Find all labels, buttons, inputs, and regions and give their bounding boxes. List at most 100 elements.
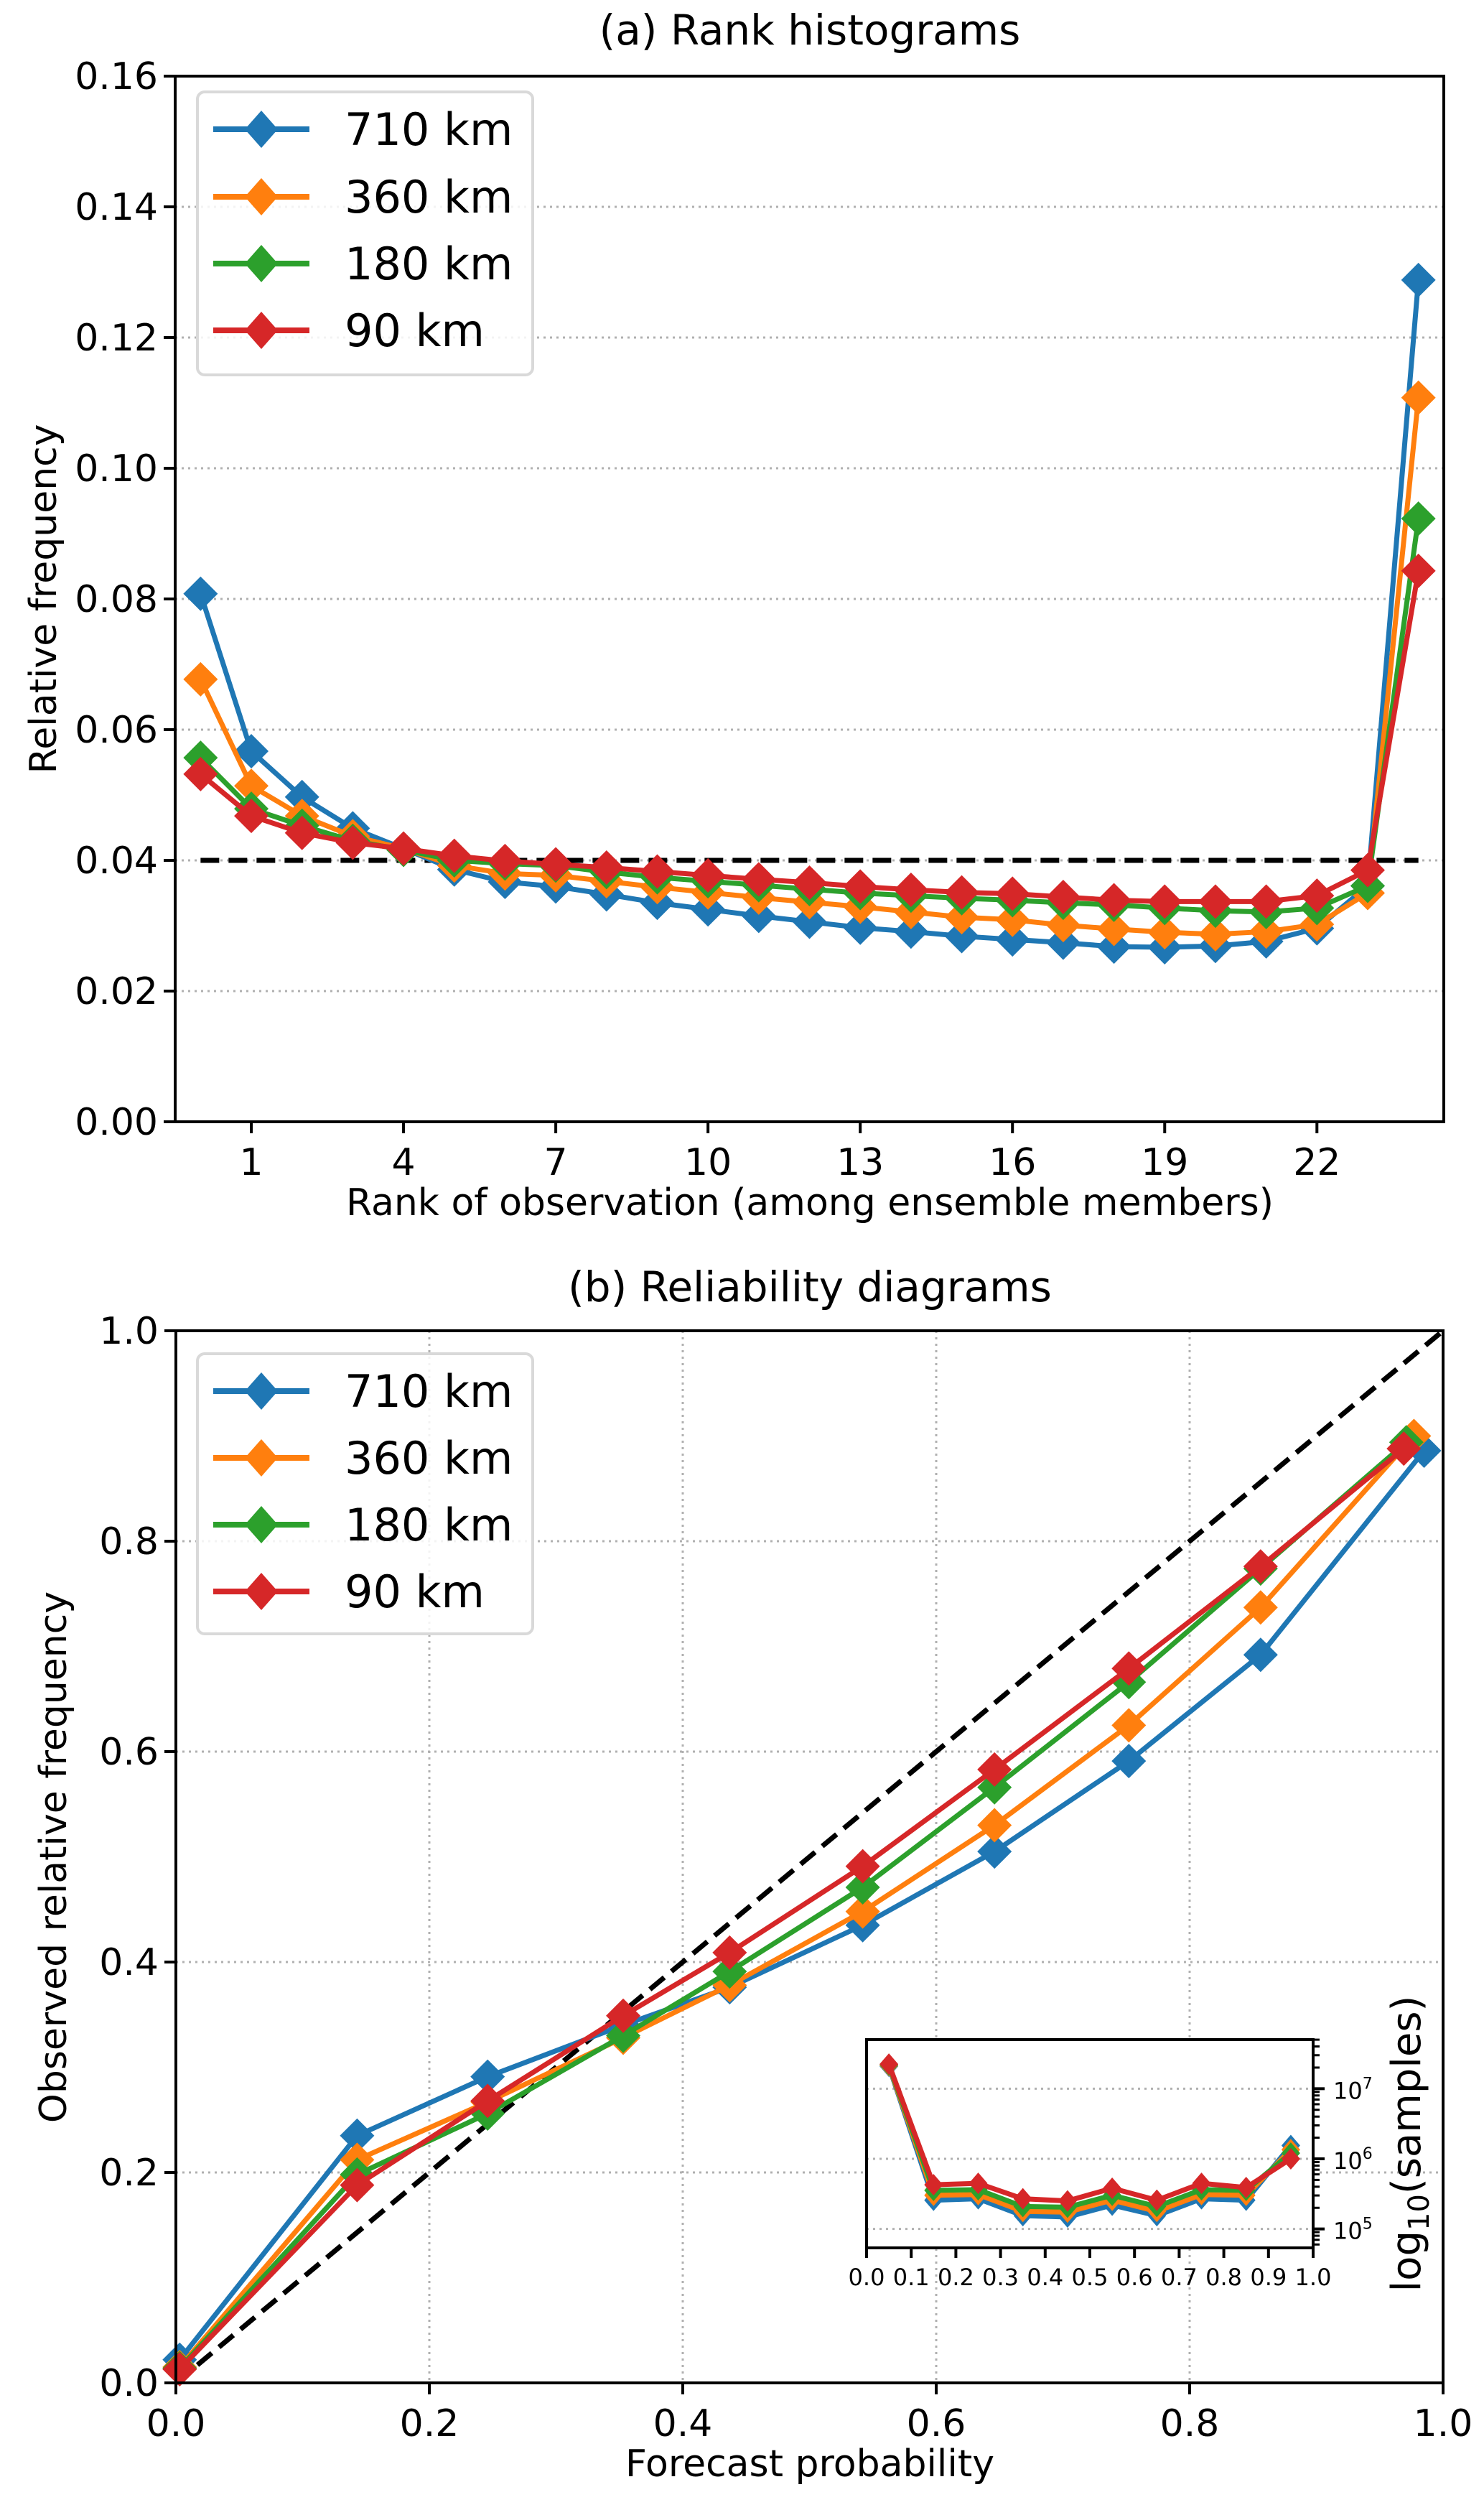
inset-x-tick-label: 0.5 [1072, 2264, 1109, 2291]
rank-legend-item-710-km: 710 km [213, 103, 513, 156]
rank-marker [1198, 884, 1233, 919]
rank-legend: 710 km 360 km 180 km 90 km [196, 90, 534, 376]
inset-x-tick-label: 0.4 [1027, 2264, 1063, 2291]
rank-y-tick-label: 0.16 [75, 55, 158, 98]
diamond-marker-icon [245, 312, 278, 349]
reliability-x-tick-label: 0.2 [400, 2402, 459, 2445]
rank-marker [1096, 911, 1131, 947]
rank-marker [234, 799, 269, 834]
legend-label: 180 km [345, 1499, 513, 1551]
reliability-line-360-km [177, 1434, 1417, 2369]
reliability-y-ticks: 0.0 0.2 0.4 0.6 0.8 1.0 [99, 1310, 176, 2405]
reliability-marker [162, 2351, 197, 2386]
inset-line-710-km [886, 2065, 1293, 2220]
rank-y-tick-label: 0.12 [75, 317, 158, 360]
rank-marker [335, 825, 370, 860]
reliability-axes-frame [174, 1329, 1445, 2384]
reliability-x-axis-label: Forecast probability [625, 2442, 994, 2486]
inset-y-tick-exponent: 6 [1363, 2145, 1373, 2163]
inset-y-tick-label: 105 [1333, 2216, 1373, 2245]
reliability-marker [712, 1935, 747, 1970]
legend-label: 90 km [345, 1566, 485, 1618]
inset-y-tick-exponent: 7 [1363, 2075, 1373, 2093]
inset-marker [969, 2172, 988, 2195]
reliability-legend-item-180-km: 180 km [213, 1499, 513, 1551]
rank-marker [691, 857, 726, 893]
rank-marker [995, 922, 1030, 957]
rank-marker [234, 768, 269, 804]
rank-marker [944, 919, 979, 954]
rank-x-tick-label: 4 [392, 1141, 416, 1184]
rank-x-ticks: 1 4 7 10 13 16 19 22 [239, 1122, 1340, 1184]
rank-y-tick-label: 0.04 [75, 840, 158, 883]
inset-y-tick-base: 10 [1333, 2077, 1363, 2104]
rank-marker [995, 876, 1030, 911]
inset-ylabel-subscript: 10 [1403, 2194, 1436, 2231]
reliability-y-tick-label: 0.8 [99, 1520, 159, 1563]
reliability-marker [1243, 1637, 1278, 1673]
reliability-marker [977, 1834, 1012, 1869]
rank-marker [741, 898, 776, 934]
inset-marker [1013, 2188, 1032, 2210]
reliability-x-tick-label: 0.6 [907, 2402, 966, 2445]
reliability-x-tick-label: 0.4 [653, 2402, 713, 2445]
rank-marker [386, 831, 421, 866]
legend-label: 90 km [345, 305, 485, 357]
inset-x-tick-label: 0.0 [849, 2264, 885, 2291]
reliability-marker [606, 2018, 641, 2053]
diamond-marker-icon [245, 178, 278, 215]
rank-marker [1401, 553, 1436, 588]
rank-marker [792, 865, 827, 900]
inset-series-group [879, 2053, 1300, 2228]
rank-marker [944, 900, 979, 935]
inset-marker [879, 2053, 899, 2076]
inset-marker [1147, 2189, 1167, 2211]
rank-legend-item-360-km: 360 km [213, 171, 513, 223]
reliability-y-tick-label: 0.4 [99, 1941, 159, 1984]
rank-y-tick-label: 0.06 [75, 709, 158, 752]
rank-marker [843, 869, 878, 904]
inset-ylabel-suffix: (samples) [1383, 1996, 1430, 2194]
legend-label: 360 km [345, 171, 513, 223]
reliability-panel: (b) Reliability diagrams 0.0 0.2 0.4 0.6 0.8… [32, 1263, 1473, 2486]
rank-marker [183, 661, 218, 697]
rank-marker [995, 902, 1030, 937]
inset-y-tick-label: 106 [1333, 2145, 1373, 2175]
legend-label: 180 km [345, 238, 513, 290]
rank-marker [1401, 501, 1436, 536]
reliability-line-710-km [177, 1449, 1427, 2361]
rank-marker [843, 910, 878, 945]
rank-marker [437, 838, 472, 873]
inset-y-tick-exponent: 5 [1363, 2216, 1373, 2234]
diamond-marker-icon [245, 1439, 278, 1477]
reliability-marker [1111, 1651, 1147, 1686]
rank-y-tick-label: 0.10 [75, 447, 158, 491]
inset-marker [1103, 2177, 1122, 2200]
inset-y-tick-base: 10 [1333, 2147, 1363, 2175]
inset-x-tick-label: 0.6 [1116, 2264, 1153, 2291]
diamond-marker-icon [245, 245, 278, 282]
reliability-legend-frame [196, 1352, 534, 1635]
reliability-series-group [162, 1418, 1442, 2386]
rank-marker [589, 850, 624, 886]
legend-label: 710 km [345, 103, 513, 156]
rank-marker [538, 847, 574, 882]
rank-marker [1045, 925, 1081, 960]
rank-x-tick-label: 13 [836, 1141, 884, 1184]
inset-background [867, 2040, 1313, 2248]
reliability-x-tick-label: 0.0 [146, 2402, 206, 2445]
rank-y-tick-label: 0.00 [75, 1101, 158, 1144]
rank-x-tick-label: 22 [1293, 1141, 1340, 1184]
rank-y-ticks: 0.00 0.02 0.04 0.06 0.08 0.10 0.12 0.14 0.16 [75, 55, 175, 1144]
rank-marker [1045, 908, 1081, 943]
legend-label: 710 km [345, 1365, 513, 1418]
diamond-marker-icon [245, 1573, 278, 1610]
rank-x-tick-label: 10 [684, 1141, 732, 1184]
reliability-x-tick-label: 1.0 [1414, 2402, 1473, 2445]
diamond-marker-icon [245, 1506, 278, 1543]
inset-x-tick-label: 0.8 [1205, 2264, 1242, 2291]
inset-x-tick-label: 0.3 [982, 2264, 1019, 2291]
inset-marker [1236, 2177, 1256, 2199]
rank-x-tick-label: 19 [1141, 1141, 1188, 1184]
